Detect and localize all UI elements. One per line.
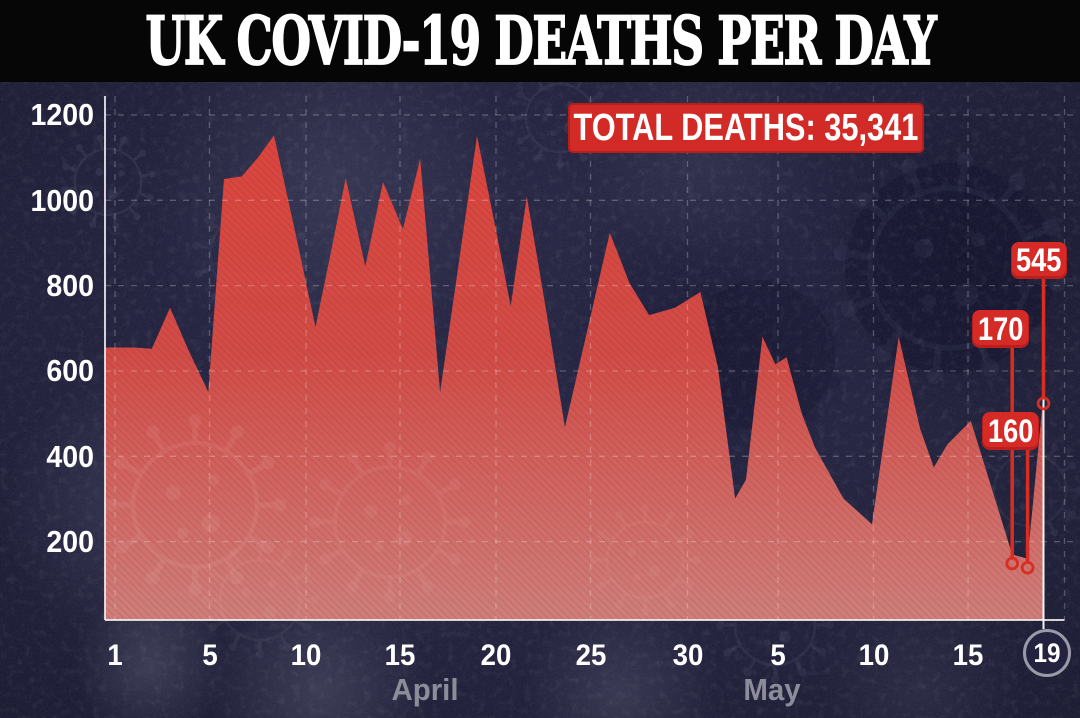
data-point-marker	[1020, 560, 1035, 575]
x-tick-label: 15	[384, 639, 416, 672]
title-banner: UK COVID-19 DEATHS PER DAY	[0, 0, 1080, 82]
y-tick-label: 400	[46, 438, 94, 474]
x-tick-label: 5	[770, 639, 786, 672]
y-tick-label: 200	[46, 524, 94, 560]
total-deaths-badge: TOTAL DEATHS: 35,341	[568, 103, 924, 153]
x-tick-label: 25	[575, 639, 606, 672]
annotation-545-label: 545	[1016, 242, 1062, 278]
y-tick-label: 600	[46, 353, 94, 389]
annotation-545: 545	[1011, 242, 1067, 279]
data-point-marker	[1005, 556, 1019, 571]
annotation-160: 160	[982, 412, 1039, 450]
y-tick-label: 800	[46, 268, 94, 304]
annotation-170: 170	[972, 310, 1029, 348]
x-tick-label: 30	[672, 639, 703, 672]
area-hatch-texture	[105, 135, 1044, 620]
y-tick-label: 1000	[30, 182, 95, 218]
month-label: April	[391, 672, 459, 707]
last-day-label: 19	[1033, 637, 1061, 668]
y-tick-label: 1200	[30, 97, 95, 133]
x-tick-label: 10	[290, 639, 322, 672]
data-point-marker	[1036, 396, 1051, 411]
x-tick-label: 5	[201, 639, 218, 672]
annotation-160-label: 160	[987, 412, 1034, 449]
total-deaths-label: TOTAL DEATHS: 35,341	[573, 106, 919, 149]
x-tick-label: 20	[480, 639, 512, 672]
last-day-circle: 19	[1023, 629, 1071, 677]
x-tick-label: 1	[107, 639, 123, 672]
x-tick-label: 15	[952, 639, 984, 672]
month-label: May	[743, 672, 801, 707]
page-title: UK COVID-19 DEATHS PER DAY	[144, 1, 937, 81]
annotation-170-label: 170	[977, 310, 1024, 347]
x-tick-label: 10	[858, 639, 889, 672]
